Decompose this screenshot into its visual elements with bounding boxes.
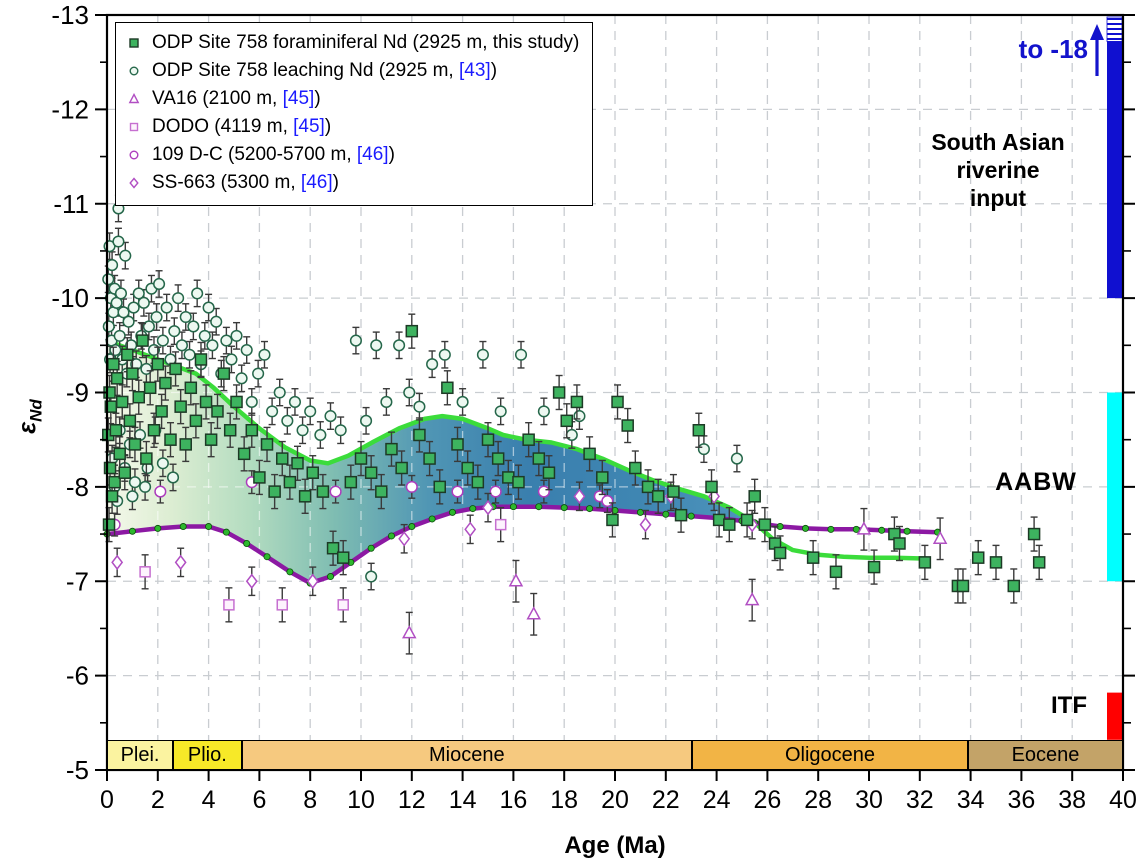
x-tick-label: 22 <box>652 786 680 814</box>
x-tick-label: 2 <box>151 786 165 814</box>
y-tick-label: -8 <box>66 472 89 502</box>
axes: 0 2 4 6 8 10 12 14 16 18 20 22 24 26 28 30 32 34 36 38 40-13… <box>51 0 1136 814</box>
epoch-oligocene: Oligocene <box>691 740 969 770</box>
y-axis-title: εNd <box>14 369 47 465</box>
triangle-legend-icon <box>116 91 152 107</box>
arrow-up-icon <box>1090 24 1104 76</box>
epoch-plei: Plei. <box>107 740 174 770</box>
sar-line1: South Asian <box>931 129 1065 155</box>
epoch-label: Oligocene <box>784 743 876 766</box>
epoch-label: Plei. <box>120 743 160 766</box>
epsilon-symbol: ε <box>13 421 42 434</box>
x-tick-label: 32 <box>906 786 934 814</box>
sar-line2: riverine <box>956 157 1040 183</box>
legend-reference: [43] <box>459 60 491 81</box>
legend-item-label: ODP Site 758 leaching Nd (2925 m, [43]) <box>152 60 498 81</box>
diamond-legend-icon <box>116 175 152 191</box>
series-square-open <box>139 506 507 623</box>
epoch-eocene: Eocene <box>968 740 1123 770</box>
y-tick-label: -13 <box>51 0 89 30</box>
legend-item-label: VA16 (2100 m, [45]) <box>152 88 321 109</box>
x-tick-label: 40 <box>1109 786 1137 814</box>
y-tick-label: -6 <box>66 661 89 691</box>
legend: ODP Site 758 foraminiferal Nd (2925 m, t… <box>115 22 593 206</box>
legend-item-5: SS-663 (5300 m, [46]) <box>116 169 592 197</box>
x-tick-label: 24 <box>703 786 731 814</box>
circle-open-legend-icon <box>116 147 152 163</box>
x-tick-label: 30 <box>855 786 883 814</box>
legend-item-4: 109 D-C (5200-5700 m, [46]) <box>116 141 592 169</box>
x-tick-label: 18 <box>550 786 578 814</box>
x-tick-label: 20 <box>601 786 629 814</box>
legend-reference: [46] <box>300 172 333 193</box>
epoch-label: Miocene <box>428 743 505 766</box>
legend-item-3: DODO (4119 m, [45]) <box>116 113 592 141</box>
epoch-label: Eocene <box>1011 743 1080 766</box>
x-tick-label: 12 <box>398 786 426 814</box>
legend-item-label: DODO (4119 m, [45]) <box>152 116 332 137</box>
legend-item-1: ODP Site 758 leaching Nd (2925 m, [43]) <box>116 57 592 85</box>
legend-item-label: SS-663 (5300 m, [46]) <box>152 172 339 193</box>
epoch-label: Plio. <box>187 743 227 766</box>
y-tick-label: -9 <box>66 378 89 408</box>
legend-reference: [46] <box>356 144 389 165</box>
x-tick-label: 34 <box>957 786 985 814</box>
x-tick-label: 4 <box>202 786 216 814</box>
x-tick-label: 0 <box>100 786 114 814</box>
square-legend-icon <box>116 35 152 51</box>
itf-bar <box>1107 692 1122 740</box>
x-tick-label: 10 <box>347 786 375 814</box>
south-asian-riverine-label: South Asian riverine input <box>900 128 1096 212</box>
y-tick-label: -5 <box>66 755 89 785</box>
x-tick-label: 6 <box>252 786 266 814</box>
sar-line3: input <box>969 185 1027 211</box>
y-tick-label: -11 <box>53 189 89 219</box>
x-tick-label: 38 <box>1058 786 1086 814</box>
square-open-legend-icon <box>116 119 152 135</box>
epoch-plio: Plio. <box>173 740 242 770</box>
legend-item-0: ODP Site 758 foraminiferal Nd (2925 m, t… <box>116 29 592 57</box>
epsilon-subscript: Nd <box>26 399 46 422</box>
x-tick-label: 36 <box>1007 786 1035 814</box>
south-asian-riverine-bar <box>1107 17 1122 299</box>
x-tick-label: 8 <box>303 786 317 814</box>
legend-reference: [45] <box>282 88 315 109</box>
x-tick-label: 16 <box>499 786 527 814</box>
x-tick-label: 14 <box>449 786 477 814</box>
epoch-miocene: Miocene <box>241 740 692 770</box>
series-triangle <box>401 507 948 655</box>
y-tick-label: -7 <box>66 566 89 596</box>
legend-reference: [45] <box>293 116 325 137</box>
aabw-bar <box>1107 392 1122 582</box>
y-tick-label: -12 <box>51 94 89 124</box>
series-square <box>102 313 1046 604</box>
to-minus18-label: to -18 <box>1018 34 1088 64</box>
itf-label: ITF <box>1051 692 1087 719</box>
legend-item-label: 109 D-C (5200-5700 m, [46]) <box>152 144 395 165</box>
y-tick-label: -10 <box>51 283 89 313</box>
x-axis-title: Age (Ma) <box>564 832 666 859</box>
circle-legend-icon <box>116 63 152 79</box>
side-bars <box>1106 16 1123 740</box>
aabw-label: AABW <box>995 468 1077 496</box>
legend-item-2: VA16 (2100 m, [45]) <box>116 85 592 113</box>
x-tick-label: 26 <box>753 786 781 814</box>
x-tick-label: 28 <box>804 786 832 814</box>
legend-item-label: ODP Site 758 foraminiferal Nd (2925 m, t… <box>152 32 580 53</box>
